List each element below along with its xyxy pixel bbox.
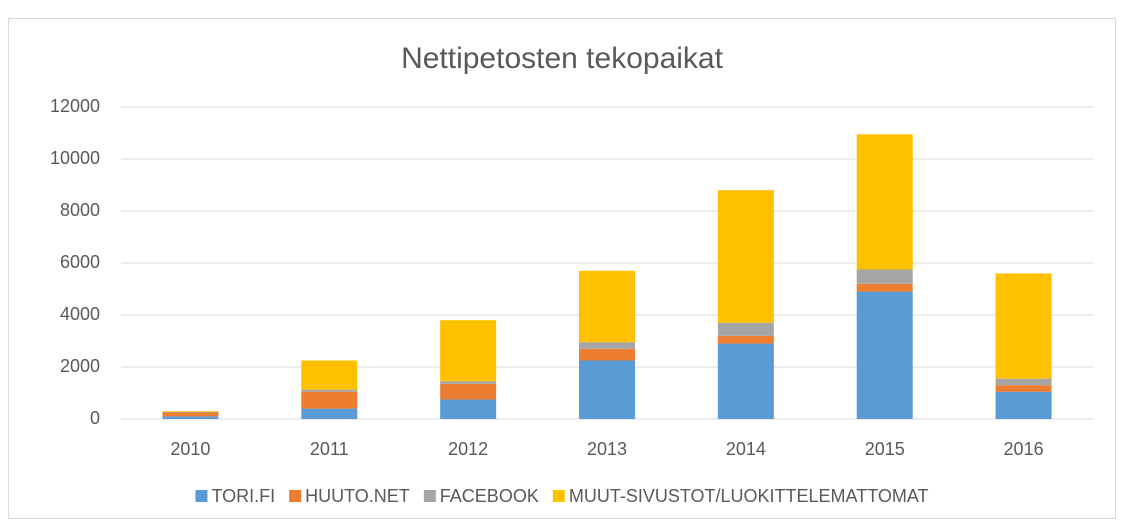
y-tick-label: 8000: [60, 200, 100, 220]
bar-segment: [856, 291, 913, 419]
chart-title: Nettipetosten tekopaikat: [401, 42, 724, 75]
bar-segment: [301, 391, 358, 409]
bar-segment: [995, 391, 1052, 419]
y-tick-label: 12000: [50, 96, 100, 116]
y-tick-label: 10000: [50, 148, 100, 168]
bar-segment: [301, 360, 358, 390]
bar-segment: [301, 389, 358, 392]
bar-segment: [301, 408, 358, 419]
x-tick-label: 2012: [448, 439, 488, 459]
bar-segment: [579, 348, 635, 361]
legend-label: FACEBOOK: [440, 486, 539, 506]
legend-label: TORI.FI: [211, 486, 275, 506]
bar-segment: [717, 190, 774, 323]
bar-segment: [717, 322, 774, 336]
bar-segment: [579, 270, 635, 343]
bar-segment: [579, 360, 635, 419]
bar-segment: [856, 134, 913, 270]
legend-swatch: [289, 490, 302, 502]
x-tick-label: 2015: [865, 439, 905, 459]
bar-segment: [717, 335, 774, 344]
y-tick-label: 6000: [60, 252, 100, 272]
x-tick-label: 2014: [726, 439, 766, 459]
bar-segment: [162, 416, 219, 419]
legend-swatch: [195, 490, 208, 502]
y-tick-label: 0: [90, 408, 100, 428]
bar-segment: [579, 342, 635, 349]
bar-segment: [995, 385, 1052, 392]
bar-segment: [440, 383, 497, 400]
bar-segment: [856, 269, 913, 284]
bar-segment: [440, 381, 497, 384]
legend-label: HUUTO.NET: [305, 486, 410, 506]
bar-segment: [856, 283, 913, 292]
bar-segment: [162, 411, 219, 413]
legend-swatch: [423, 490, 436, 502]
y-tick-label: 2000: [60, 356, 100, 376]
legend-label: MUUT-SIVUSTOT/LUOKITTELEMATTOMAT: [569, 486, 929, 506]
bar-segment: [440, 399, 497, 419]
legend-swatch: [552, 490, 565, 502]
bar-segment: [162, 411, 219, 412]
bar-segment: [995, 273, 1052, 379]
bar-segment: [440, 320, 497, 382]
y-tick-label: 4000: [60, 304, 100, 324]
bar-segment: [717, 343, 774, 419]
x-tick-label: 2010: [170, 439, 210, 459]
chart-frame: [8, 18, 1116, 519]
x-tick-label: 2016: [1004, 439, 1044, 459]
x-tick-label: 2013: [587, 439, 627, 459]
bar-segment: [995, 378, 1052, 386]
bar-segment: [162, 412, 219, 417]
x-tick-label: 2011: [310, 439, 349, 459]
